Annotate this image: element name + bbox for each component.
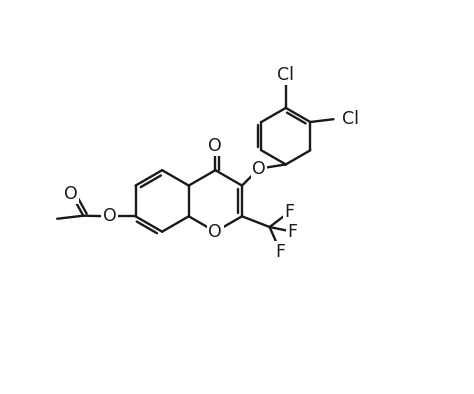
Text: Cl: Cl [277,66,294,84]
Text: O: O [252,160,266,178]
Text: O: O [64,184,78,203]
Text: F: F [284,203,295,221]
Text: Cl: Cl [342,110,359,128]
Text: O: O [102,207,116,225]
Text: F: F [288,223,298,241]
Text: F: F [275,243,285,261]
Text: O: O [209,137,222,154]
Text: O: O [209,223,222,241]
